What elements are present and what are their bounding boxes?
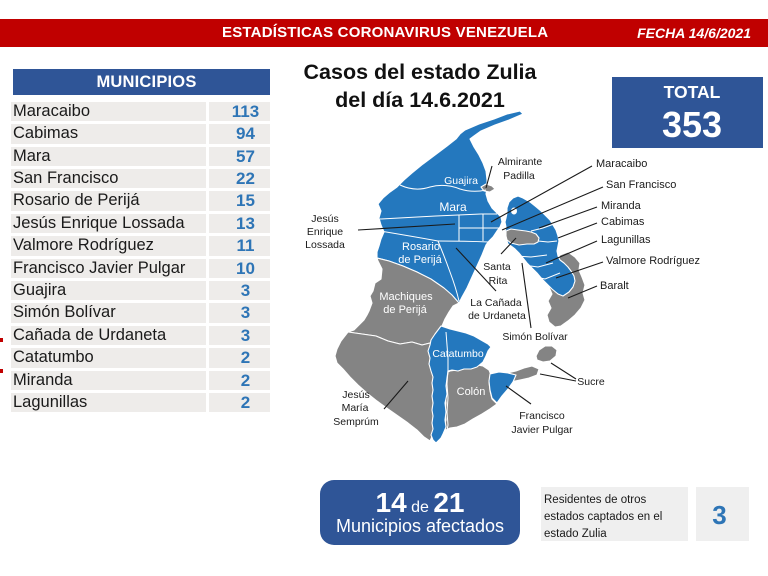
- svg-text:Cabimas: Cabimas: [601, 216, 645, 228]
- svg-text:Enrique: Enrique: [307, 226, 343, 238]
- svg-text:Jesús: Jesús: [311, 213, 338, 225]
- svg-text:Simón Bolívar: Simón Bolívar: [502, 331, 568, 343]
- svg-text:Catatumbo: Catatumbo: [432, 348, 484, 360]
- svg-text:Colón: Colón: [457, 386, 486, 398]
- svg-text:de Perijá: de Perijá: [398, 254, 442, 266]
- svg-text:Sucre: Sucre: [577, 376, 605, 388]
- svg-text:Javier Pulgar: Javier Pulgar: [511, 424, 573, 436]
- svg-text:Semprúm: Semprúm: [333, 416, 379, 428]
- svg-text:Jesús: Jesús: [342, 389, 369, 401]
- svg-text:de Perijá: de Perijá: [383, 304, 427, 316]
- svg-text:Lossada: Lossada: [305, 239, 345, 251]
- svg-text:Machiques: Machiques: [379, 291, 433, 303]
- svg-text:Francisco: Francisco: [519, 410, 565, 422]
- svg-text:San Francisco: San Francisco: [606, 179, 676, 191]
- svg-text:Guajira: Guajira: [444, 175, 478, 187]
- svg-text:Valmore Rodríguez: Valmore Rodríguez: [606, 255, 700, 267]
- svg-text:Maracaibo: Maracaibo: [596, 158, 647, 170]
- svg-text:Lagunillas: Lagunillas: [601, 234, 651, 246]
- svg-text:Baralt: Baralt: [600, 280, 629, 292]
- svg-text:Santa: Santa: [483, 261, 511, 273]
- svg-text:Mara: Mara: [439, 200, 467, 214]
- svg-text:La Cañada: La Cañada: [470, 297, 522, 309]
- svg-text:de Urdaneta: de Urdaneta: [468, 310, 526, 322]
- svg-text:Rita: Rita: [489, 275, 508, 287]
- svg-text:Padilla: Padilla: [503, 170, 535, 182]
- svg-text:Rosario: Rosario: [402, 241, 440, 253]
- svg-text:Almirante: Almirante: [498, 156, 543, 168]
- svg-text:María: María: [342, 402, 369, 414]
- svg-text:Miranda: Miranda: [601, 200, 642, 212]
